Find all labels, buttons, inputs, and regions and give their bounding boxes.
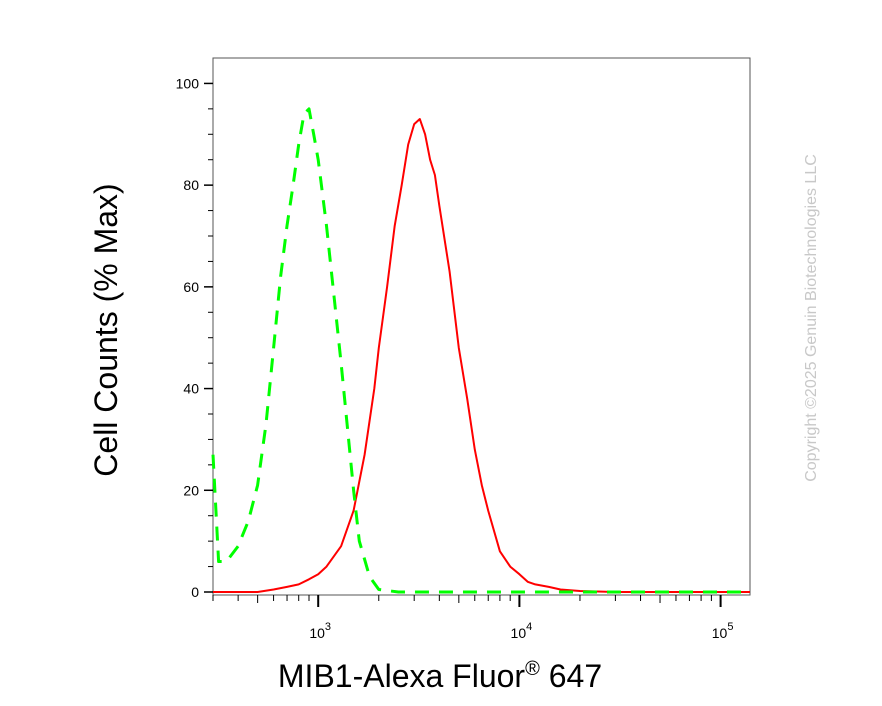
series-line-0 bbox=[213, 118, 750, 593]
x-axis-label-main: MIB1-Alexa Fluor bbox=[278, 658, 526, 694]
y-tick-label-4: 80 bbox=[183, 177, 199, 193]
x-axis: 103 104 105 bbox=[212, 595, 734, 641]
x-tick-label-0: 103 bbox=[309, 621, 331, 641]
y-tick-label-3: 60 bbox=[183, 279, 199, 295]
y-tick-label-0: 0 bbox=[191, 584, 199, 600]
x-tick-label-1: 104 bbox=[511, 621, 533, 641]
y-minor-ticks bbox=[208, 108, 213, 568]
x-tick-exponent-1: 4 bbox=[526, 621, 532, 633]
x-axis-label-tail: 647 bbox=[540, 658, 602, 694]
x-axis-label: MIB1-Alexa Fluor® 647 bbox=[278, 658, 602, 694]
series-lines bbox=[211, 107, 750, 594]
plot-frame bbox=[212, 57, 751, 596]
x-axis-label-registered: ® bbox=[525, 658, 540, 680]
y-tick-label-5: 100 bbox=[176, 75, 200, 91]
y-axis-label: Cell Counts (% Max) bbox=[88, 183, 124, 476]
y-tick-label-2: 40 bbox=[183, 381, 199, 397]
x-tick-exponent-2: 5 bbox=[727, 621, 733, 633]
x-tick-base-1: 10 bbox=[511, 625, 527, 641]
x-tick-base-0: 10 bbox=[309, 625, 325, 641]
series-line-1 bbox=[211, 107, 750, 594]
x-tick-exponent-0: 3 bbox=[325, 621, 331, 633]
y-tick-label-1: 20 bbox=[183, 482, 199, 498]
x-tick-label-2: 105 bbox=[712, 621, 734, 641]
copyright-watermark: Copyright ©2025 Genuin Biotechnologies L… bbox=[803, 154, 820, 482]
x-tick-base-2: 10 bbox=[712, 625, 728, 641]
y-axis: 0 20 40 60 80 100 bbox=[176, 75, 213, 600]
